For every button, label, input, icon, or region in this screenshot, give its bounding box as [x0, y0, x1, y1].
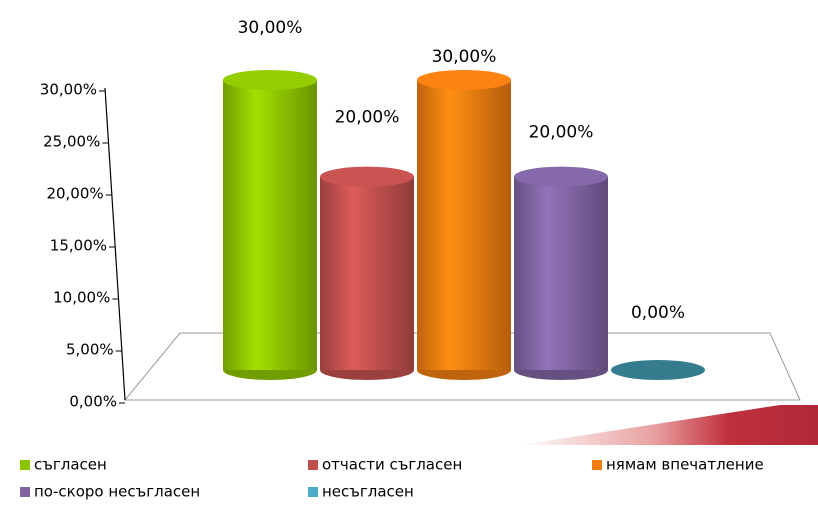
value-label: 30,00%	[238, 18, 303, 38]
legend-label: съгласен	[34, 456, 107, 474]
value-label: 20,00%	[529, 123, 594, 143]
legend-label: несъгласен	[322, 483, 414, 501]
y-tick-label: 5,00%	[66, 341, 114, 359]
bar-top	[320, 166, 414, 187]
bar	[417, 80, 511, 370]
value-label: 30,00%	[432, 47, 497, 67]
bar-top	[223, 70, 317, 90]
legend-label: по-скоро несъгласен	[34, 483, 200, 501]
value-label: 0,00%	[631, 303, 685, 323]
y-tick-label: 20,00%	[46, 185, 103, 203]
y-tick-label: 10,00%	[53, 289, 110, 307]
bar	[514, 176, 608, 370]
legend-swatch	[20, 487, 30, 497]
legend-swatch	[308, 460, 318, 470]
bar-top	[417, 70, 511, 90]
legend-label: нямам впечатление	[606, 456, 764, 474]
y-tick-label: 0,00%	[69, 393, 117, 411]
bar-top	[514, 166, 608, 187]
legend-swatch	[592, 460, 602, 470]
value-label: 20,00%	[335, 108, 400, 128]
y-tick-label: 15,00%	[50, 237, 107, 255]
bar	[320, 176, 414, 370]
y-tick-label: 30,00%	[40, 81, 97, 99]
bar	[611, 360, 705, 380]
y-tick-label: 25,00%	[43, 133, 100, 151]
legend-swatch	[20, 460, 30, 470]
decoration	[520, 405, 818, 445]
legend-label: отчасти съгласен	[322, 456, 462, 474]
legend-swatch	[308, 487, 318, 497]
y-axis	[104, 87, 126, 401]
bar	[223, 80, 317, 370]
